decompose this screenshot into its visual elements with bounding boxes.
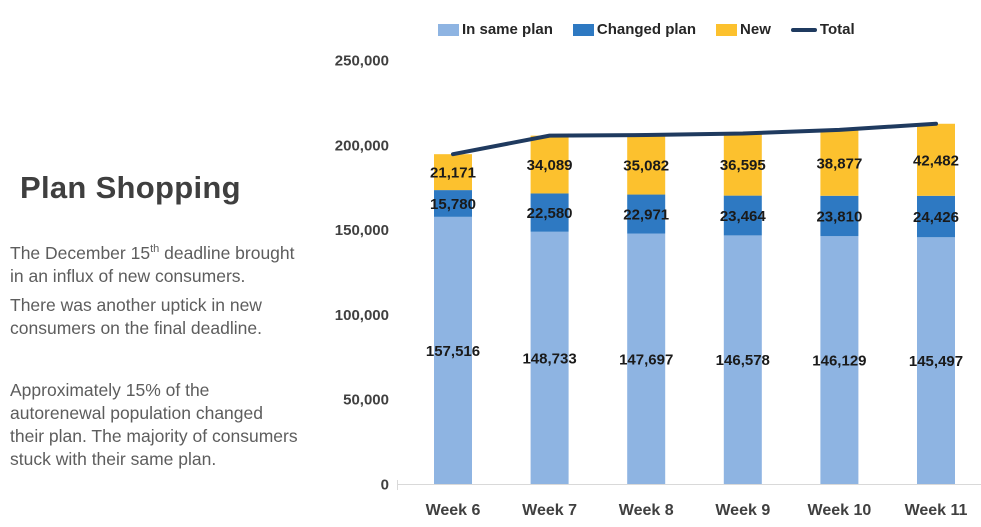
paragraph-line: autorenewal population changed <box>10 403 263 423</box>
data-label-changed-plan: 22,971 <box>623 207 669 224</box>
y-tick-label: 150,000 <box>335 222 389 239</box>
legend-swatch-new <box>716 23 738 36</box>
x-tick-label: Week 9 <box>715 502 770 519</box>
page-title: Plan Shopping <box>20 170 241 205</box>
x-tick-label: Week 6 <box>426 502 481 519</box>
x-tick-label: Week 10 <box>808 502 872 519</box>
data-label-in-same-plan: 146,578 <box>716 352 770 369</box>
data-label-new: 21,171 <box>430 165 476 182</box>
legend-swatch-changed-plan <box>572 23 594 36</box>
paragraph-line: in an influx of new consumers. <box>10 266 246 286</box>
x-tick-label: Week 8 <box>619 502 674 519</box>
data-label-new: 34,089 <box>527 157 573 174</box>
bar-segment-new <box>723 133 762 196</box>
bar-segment-new <box>530 135 569 194</box>
paragraph-line: The December 15th deadline brought <box>10 243 295 263</box>
bar-segment-in-same-plan <box>917 237 955 484</box>
bar-segment-changed-plan <box>917 195 955 238</box>
legend-label: New <box>740 21 771 38</box>
data-label-in-same-plan: 148,733 <box>522 350 576 367</box>
y-tick-label: 250,000 <box>335 53 389 70</box>
data-label-new: 38,877 <box>816 155 862 172</box>
x-tick-label: Week 7 <box>522 502 577 519</box>
data-label-changed-plan: 23,810 <box>816 208 862 225</box>
chart-legend: In same plan Changed plan New Total <box>438 21 875 38</box>
legend-item-new: New <box>716 21 771 38</box>
legend-label: In same plan <box>462 21 553 38</box>
bar-segment-new <box>627 135 666 195</box>
bar-segment-in-same-plan <box>820 236 859 484</box>
bar-segment-changed-plan <box>530 193 569 232</box>
data-label-in-same-plan: 145,497 <box>909 353 963 370</box>
data-label-changed-plan: 24,426 <box>913 209 959 226</box>
data-label-in-same-plan: 146,129 <box>812 353 866 370</box>
bar-segment-changed-plan <box>820 195 859 237</box>
total-line <box>451 121 938 157</box>
paragraph-line: stuck with their same plan. <box>10 449 217 469</box>
data-label-changed-plan: 22,580 <box>527 205 573 222</box>
legend-label: Changed plan <box>596 21 697 38</box>
bar-segment-in-same-plan <box>723 235 762 484</box>
y-tick-label: 200,000 <box>335 137 389 154</box>
legend-label: Total <box>819 21 855 38</box>
legend-item-total: Total <box>790 21 855 38</box>
y-tick-label: 100,000 <box>335 307 389 324</box>
paragraph-autorenewal: Approximately 15% of the autorenewal pop… <box>10 379 332 471</box>
bar-segment-new <box>917 123 955 196</box>
y-tick-label: 0 <box>381 477 389 494</box>
data-label-in-same-plan: 147,697 <box>619 351 673 368</box>
superscript-th: th <box>150 243 160 256</box>
data-label-changed-plan: 23,464 <box>720 208 767 225</box>
paragraph-line: their plan. The majority of consumers <box>10 426 298 446</box>
paragraph-final-deadline: There was another uptick in new consumer… <box>10 294 332 340</box>
bar-segment-new <box>820 129 859 196</box>
bar-segment-in-same-plan <box>530 231 569 484</box>
paragraph-line: consumers on the final deadline. <box>10 318 262 338</box>
legend-line-marker-total <box>790 27 817 32</box>
text-panel: Plan Shopping The December 15th deadline… <box>0 0 335 527</box>
data-label-new: 42,482 <box>913 152 959 169</box>
data-label-new: 36,595 <box>720 157 766 174</box>
paragraph-line: Approximately 15% of the <box>10 380 210 400</box>
paragraph-line: There was another uptick in new <box>10 295 262 315</box>
legend-item-changed-plan: Changed plan <box>572 21 697 38</box>
x-tick-label: Week 11 <box>905 502 968 519</box>
data-label-in-same-plan: 157,516 <box>426 343 480 360</box>
paragraph-december-deadline: The December 15th deadline brought in an… <box>10 242 332 288</box>
bar-segment-in-same-plan <box>434 216 472 485</box>
bar-segment-changed-plan <box>434 190 472 217</box>
legend-swatch-in-same-plan <box>438 23 459 36</box>
bar-segment-changed-plan <box>627 194 666 234</box>
data-label-new: 35,082 <box>623 157 669 174</box>
legend-item-in-same-plan: In same plan <box>438 21 553 38</box>
y-tick-label: 50,000 <box>343 392 389 409</box>
data-label-changed-plan: 15,780 <box>430 196 476 213</box>
bar-segment-new <box>434 154 472 191</box>
bar-segment-changed-plan <box>723 195 762 236</box>
bar-segment-in-same-plan <box>627 233 666 484</box>
